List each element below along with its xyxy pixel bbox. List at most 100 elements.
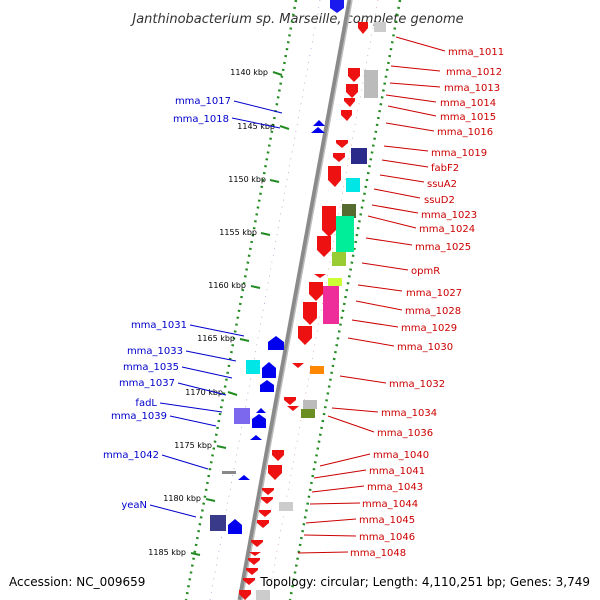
gene-label[interactable]: mma_1028: [405, 306, 461, 317]
gene-arrow[interactable]: [341, 110, 352, 121]
gene-label[interactable]: mma_1039: [111, 411, 167, 422]
gene-arrow[interactable]: [348, 68, 360, 82]
gene-block[interactable]: [332, 252, 346, 266]
gene-arrow[interactable]: [336, 140, 348, 148]
gene-block[interactable]: [279, 502, 293, 511]
gene-label[interactable]: ssuA2: [427, 179, 457, 190]
gene-arrow[interactable]: [284, 397, 296, 405]
gene-label[interactable]: mma_1034: [381, 408, 437, 419]
gene-arrow[interactable]: [239, 590, 251, 600]
gene-label[interactable]: mma_1043: [367, 482, 423, 493]
gene-block[interactable]: [303, 400, 317, 409]
gene-block[interactable]: [222, 471, 236, 474]
gene-block[interactable]: [336, 216, 354, 252]
gene-block[interactable]: [323, 286, 339, 324]
gene-label[interactable]: mma_1024: [419, 224, 475, 235]
gene-arrow[interactable]: [246, 568, 258, 575]
gene-arrow[interactable]: [311, 127, 325, 133]
gene-arrow[interactable]: [248, 558, 260, 565]
gene-label[interactable]: mma_1036: [377, 428, 433, 439]
kbp-tick: [250, 285, 261, 289]
gene-label[interactable]: opmR: [411, 266, 440, 277]
gene-label[interactable]: fadL: [135, 398, 157, 409]
gene-block[interactable]: [246, 360, 260, 374]
gene-block[interactable]: [301, 409, 315, 418]
gene-arrow[interactable]: [252, 414, 266, 428]
gene-label[interactable]: fabF2: [431, 163, 459, 174]
gene-arrow[interactable]: [272, 450, 284, 461]
gene-arrow[interactable]: [249, 552, 261, 556]
gene-label[interactable]: mma_1023: [421, 210, 477, 221]
gene-arrow[interactable]: [322, 206, 336, 237]
gene-label[interactable]: mma_1044: [362, 499, 418, 510]
gene-arrow[interactable]: [257, 520, 269, 528]
map-title: Janthinobacterium sp. Marseille, complet…: [129, 12, 463, 27]
gene-label[interactable]: mma_1037: [119, 378, 175, 389]
gene-arrow[interactable]: [243, 578, 255, 585]
gene-arrow[interactable]: [303, 302, 317, 325]
gene-arrow[interactable]: [262, 362, 276, 378]
gene-arrow[interactable]: [261, 497, 273, 504]
gene-arrow[interactable]: [256, 408, 266, 413]
gene-arrow[interactable]: [259, 510, 271, 517]
gene-label[interactable]: mma_1035: [123, 362, 179, 373]
gene-block[interactable]: [342, 204, 356, 218]
gene-label[interactable]: mma_1018: [173, 114, 229, 125]
gene-arrow[interactable]: [251, 540, 263, 547]
gene-label[interactable]: mma_1011: [448, 47, 504, 58]
gene-arrow[interactable]: [260, 380, 274, 392]
gene-label[interactable]: mma_1048: [350, 548, 406, 559]
gene-arrow[interactable]: [250, 435, 262, 440]
gene-arrow[interactable]: [228, 519, 242, 534]
gene-arrow[interactable]: [298, 326, 312, 345]
gene-arrow[interactable]: [317, 236, 331, 257]
gene-block[interactable]: [310, 366, 324, 374]
gene-label[interactable]: yeaN: [121, 500, 147, 511]
gene-block[interactable]: [374, 22, 386, 32]
gene-label[interactable]: mma_1015: [440, 112, 496, 123]
kbp-label: 1180 kbp: [163, 494, 201, 503]
gene-arrow[interactable]: [309, 282, 323, 301]
gene-block[interactable]: [256, 590, 270, 600]
gene-label[interactable]: mma_1045: [359, 515, 415, 526]
gene-label[interactable]: mma_1013: [444, 83, 500, 94]
gene-arrow[interactable]: [346, 84, 358, 98]
gene-label[interactable]: mma_1040: [373, 450, 429, 461]
gene-label[interactable]: mma_1027: [406, 288, 462, 299]
gene-block[interactable]: [351, 148, 367, 164]
gene-arrow[interactable]: [268, 336, 284, 350]
gene-label[interactable]: mma_1041: [369, 466, 425, 477]
gene-arrow[interactable]: [358, 22, 368, 34]
gene-label[interactable]: mma_1012: [446, 67, 502, 78]
gene-label[interactable]: mma_1033: [127, 346, 183, 357]
gene-arrow[interactable]: [238, 475, 250, 480]
gene-block[interactable]: [346, 178, 360, 192]
gene-block[interactable]: [234, 408, 250, 424]
gene-arrow[interactable]: [292, 363, 304, 368]
gene-label[interactable]: mma_1031: [131, 320, 187, 331]
gene-label[interactable]: mma_1019: [431, 148, 487, 159]
gene-block[interactable]: [210, 515, 226, 531]
gene-label[interactable]: mma_1025: [415, 242, 471, 253]
gene-label[interactable]: mma_1042: [103, 450, 159, 461]
gene-label[interactable]: mma_1030: [397, 342, 453, 353]
gene-label[interactable]: mma_1029: [401, 323, 457, 334]
gene-label[interactable]: mma_1017: [175, 96, 231, 107]
gene-label[interactable]: mma_1014: [440, 98, 496, 109]
gene-label[interactable]: mma_1046: [359, 532, 415, 543]
gene-label[interactable]: mma_1016: [437, 127, 493, 138]
gene-block[interactable]: [328, 278, 342, 286]
gene-arrow[interactable]: [314, 274, 326, 278]
gene-arrow[interactable]: [344, 98, 355, 107]
gene-arrow[interactable]: [262, 488, 274, 495]
gene-block[interactable]: [364, 70, 378, 98]
kbp-label: 1140 kbp: [230, 68, 268, 77]
gene-arrow[interactable]: [333, 153, 345, 162]
gene-arrow[interactable]: [287, 406, 299, 411]
gene-arrow[interactable]: [313, 120, 325, 126]
gene-arrow[interactable]: [328, 166, 341, 187]
gene-label[interactable]: ssuD2: [424, 195, 455, 206]
gene-arrow[interactable]: [330, 0, 344, 13]
gene-arrow[interactable]: [268, 465, 282, 480]
gene-label[interactable]: mma_1032: [389, 379, 445, 390]
